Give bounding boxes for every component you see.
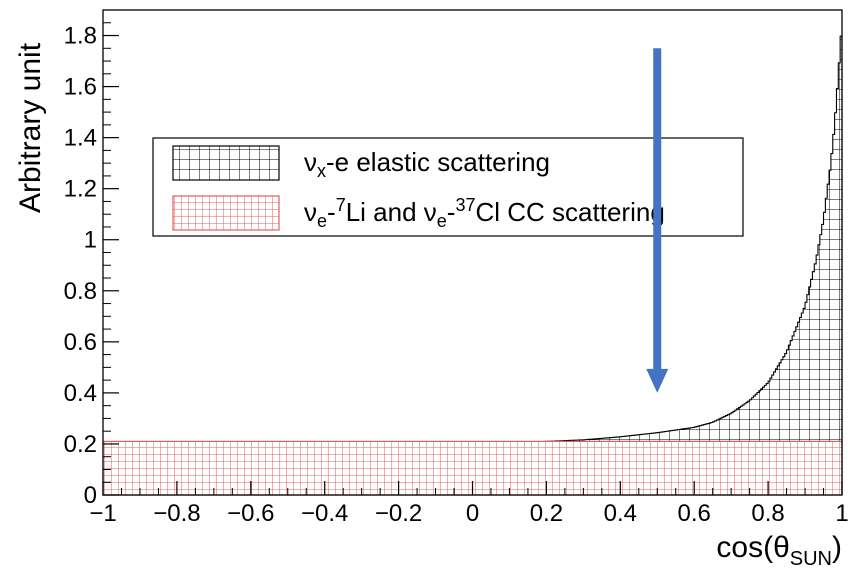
legend-label-cc: νe-7Li and νe-37Cl CC scattering (304, 195, 665, 231)
y-tick-label: 1.8 (64, 23, 97, 50)
x-tick-label: 0.4 (604, 500, 637, 527)
arrow-head (646, 368, 669, 393)
x-tick-label: −0.4 (301, 500, 348, 527)
x-axis-title: cos(θSUN) (716, 531, 842, 569)
x-tick-label: 1 (835, 500, 848, 527)
x-tick-label: −0.2 (375, 500, 422, 527)
legend-swatch-elastic (172, 145, 280, 181)
x-tick-label: 0.2 (530, 500, 563, 527)
annotation-arrow (646, 48, 669, 393)
y-tick-label: 0.2 (64, 431, 97, 458)
x-tick-label: −0.6 (227, 500, 274, 527)
legend: νx-e elastic scattering νe-7Li and νe-37… (152, 137, 744, 237)
legend-label-elastic: νx-e elastic scattering (304, 147, 550, 181)
x-tick-label: 0.8 (751, 500, 784, 527)
y-tick-label: 1.6 (64, 74, 97, 101)
y-tick-label: 0 (84, 482, 97, 509)
y-tick-label: 0.8 (64, 278, 97, 305)
y-tick-label: 1.4 (64, 125, 97, 152)
y-tick-label: 1 (84, 227, 97, 254)
x-tick-label: 0 (466, 500, 479, 527)
legend-swatch-cc (172, 195, 280, 231)
x-tick-label: −1 (89, 500, 116, 527)
x-tick-label: −0.8 (153, 500, 200, 527)
y-tick-label: 0.4 (64, 380, 97, 407)
y-axis-title: Arbitrary unit (14, 42, 47, 213)
y-tick-label: 1.2 (64, 176, 97, 203)
y-tick-label: 0.6 (64, 329, 97, 356)
x-tick-label: 0.6 (678, 500, 711, 527)
